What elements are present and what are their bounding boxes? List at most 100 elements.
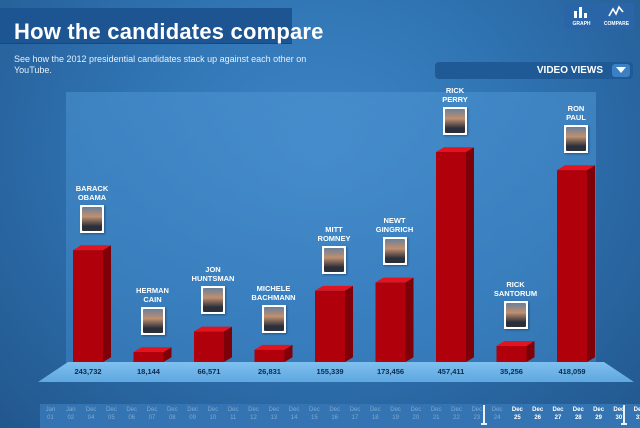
timeline-date[interactable]: Dec 26 (527, 406, 548, 422)
candidate-marker[interactable]: HERMAN CAIN (123, 286, 183, 335)
candidate-marker[interactable]: MICHELE BACHMANN (244, 284, 304, 333)
timeline-date[interactable]: Dec 10 (202, 406, 223, 422)
candidate-face-image (142, 309, 163, 333)
candidate-marker[interactable]: RICK PERRY (425, 86, 485, 135)
timeline-date[interactable]: Dec 22 (446, 406, 467, 422)
candidate-name: NEWT GINGRICH (375, 216, 414, 235)
timeline-day: 01 (47, 415, 54, 421)
timeline-month: Dec (187, 407, 198, 413)
timeline-date[interactable]: Dec 06 (121, 406, 142, 422)
timeline-date[interactable]: Dec 14 (284, 406, 305, 422)
timeline-month: Dec (288, 407, 300, 413)
timeline-day: 30 (615, 415, 623, 421)
timeline-date[interactable]: Dec 15 (304, 406, 325, 422)
bar-value-label: 66,571 (197, 367, 221, 376)
timeline-date[interactable]: Dec 20 (405, 406, 426, 422)
candidate-face-image (324, 247, 344, 272)
graph-label: GRAPH (572, 21, 591, 27)
timeline-date[interactable]: Dec 17 (345, 406, 366, 422)
timeline-date[interactable]: Dec 07 (142, 406, 163, 422)
bar-value-label: 35,256 (500, 367, 523, 376)
timeline-date[interactable]: Dec 13 (263, 406, 284, 422)
bar-side (163, 347, 172, 362)
bar[interactable] (557, 165, 595, 362)
page-subtitle: See how the 2012 presidential candidates… (14, 54, 307, 75)
chevron-down-icon[interactable] (612, 64, 630, 77)
timeline-month: Dec (552, 407, 564, 413)
timeline-month: Dec (390, 407, 401, 413)
timeline-month: Dec (532, 407, 544, 413)
bar[interactable] (73, 245, 111, 362)
timeline-date[interactable]: Dec 25 (507, 406, 528, 422)
candidate-photo (140, 307, 165, 335)
bar-side (405, 277, 414, 362)
timeline-day: 07 (148, 415, 156, 421)
timeline-day: 08 (168, 415, 176, 421)
timeline-date[interactable]: Dec 05 (101, 406, 122, 422)
bar[interactable] (496, 341, 535, 362)
timeline-month: Jan (45, 407, 56, 413)
timeline-day: 27 (554, 415, 562, 421)
timeline-date[interactable]: Dec 24 (487, 406, 508, 422)
timeline-date[interactable]: Dec 21 (426, 406, 447, 422)
timeline-day: 16 (331, 415, 339, 421)
bar-top (133, 347, 172, 352)
bar[interactable] (436, 147, 474, 362)
range-start-handle[interactable] (481, 405, 487, 425)
candidate-marker[interactable]: NEWT GINGRICH (365, 216, 425, 266)
timeline-day: 05 (108, 415, 115, 421)
timeline-month: Dec (593, 407, 605, 413)
timeline-date[interactable]: Dec 19 (385, 406, 406, 422)
timeline-date[interactable]: Dec 09 (182, 406, 203, 422)
candidate-marker[interactable]: MITT ROMNEY (304, 225, 364, 274)
bar-side (466, 147, 474, 362)
timeline-date[interactable]: Dec 23 (466, 406, 487, 422)
timeline-day: 02 (67, 415, 75, 421)
timeline-date[interactable]: Dec 16 (324, 406, 345, 422)
timeline-date[interactable]: Dec 18 (365, 406, 386, 422)
timeline-date[interactable]: Dec 04 (81, 406, 102, 422)
title-bar: How the candidates compare (0, 8, 323, 44)
timeline-day: 12 (250, 415, 257, 421)
timeline-date[interactable]: Dec 31 (629, 406, 640, 422)
timeline-date[interactable]: Dec 08 (162, 406, 183, 422)
bar[interactable] (133, 347, 172, 362)
bar[interactable] (375, 277, 414, 362)
timeline-month: Dec (410, 407, 422, 413)
metric-dropdown[interactable]: VIDEO VIEWS (435, 62, 633, 79)
bar[interactable] (315, 285, 353, 362)
bar[interactable] (254, 344, 293, 362)
timeline-month: Dec (126, 407, 138, 413)
timeline-date[interactable]: Dec 12 (243, 406, 264, 422)
bar-front (496, 345, 527, 362)
candidate-marker[interactable]: RICK SANTORUM (486, 280, 546, 329)
candidate-marker[interactable]: RON PAUL (546, 104, 606, 154)
timeline-day: 26 (534, 415, 542, 421)
candidate-marker[interactable]: BARACK OBAMA (62, 184, 122, 234)
timeline-day: 14 (290, 415, 298, 421)
compare-button[interactable]: COMPARE (599, 3, 634, 29)
candidate-marker[interactable]: JON HUNTSMAN (183, 265, 243, 315)
date-timeline[interactable]: Jan 01 Jan 02 Dec 04 Dec 05 Dec 06 Dec 07 Dec 08 Dec 09… (40, 404, 640, 428)
timeline-month: Dec (430, 407, 442, 413)
bar-side (284, 344, 293, 362)
candidate-name: JON HUNTSMAN (191, 265, 235, 284)
timeline-date[interactable]: Dec 27 (548, 406, 569, 422)
bar-top (73, 245, 111, 251)
bar[interactable] (194, 326, 232, 362)
bar-front (73, 250, 103, 362)
timeline-day: 19 (392, 415, 399, 421)
graph-button[interactable]: GRAPH (564, 3, 599, 29)
timeline-date[interactable]: Dec 29 (588, 406, 609, 422)
timeline-date[interactable]: Dec 11 (223, 406, 244, 422)
timeline-date[interactable]: Jan 01 (40, 406, 61, 422)
bar-top (436, 147, 474, 152)
timeline-date[interactable]: Dec 30 (608, 406, 629, 422)
candidate-name: HERMAN CAIN (136, 286, 169, 304)
timeline-date[interactable]: Dec 28 (568, 406, 589, 422)
candidate-face-image (445, 109, 465, 133)
timeline-date[interactable]: Jan 02 (60, 406, 81, 422)
range-end-handle[interactable] (621, 405, 627, 425)
timeline-day: 24 (493, 415, 501, 421)
timeline-day: 09 (189, 415, 196, 421)
